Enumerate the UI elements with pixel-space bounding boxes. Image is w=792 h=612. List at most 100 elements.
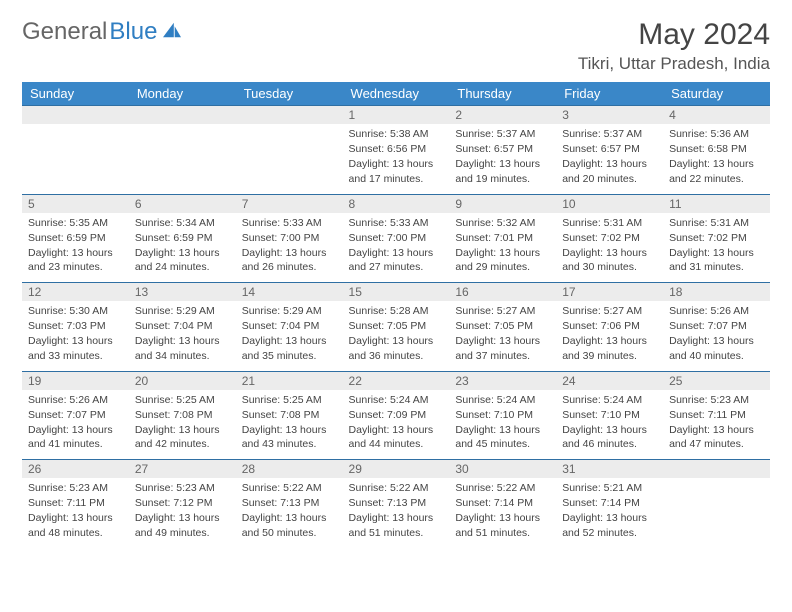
header: GeneralBlue May 2024 Tikri, Uttar Prades… [22, 18, 770, 74]
sunset-text: Sunset: 7:00 PM [349, 231, 444, 245]
sunset-text: Sunset: 7:05 PM [455, 319, 550, 333]
daylight-text: Daylight: 13 hours and 19 minutes. [455, 157, 550, 185]
day-body-cell: Sunrise: 5:33 AMSunset: 7:00 PMDaylight:… [343, 213, 450, 283]
sunset-text: Sunset: 6:58 PM [669, 142, 764, 156]
day-body-row: Sunrise: 5:26 AMSunset: 7:07 PM Daylight:… [22, 390, 770, 460]
day-body-cell: Sunrise: 5:36 AMSunset: 6:58 PMDaylight:… [663, 124, 770, 194]
day-number-cell: 21 [236, 371, 343, 390]
day-number-cell: 28 [236, 460, 343, 479]
day-number-cell: 24 [556, 371, 663, 390]
day-number-cell: 5 [22, 194, 129, 213]
sunrise-text: Sunrise: 5:33 AM [242, 216, 337, 230]
day-body-cell: Sunrise: 5:37 AMSunset: 6:57 PMDaylight:… [449, 124, 556, 194]
sunset-text: Sunset: 7:06 PM [562, 319, 657, 333]
sunrise-text: Sunrise: 5:38 AM [349, 127, 444, 141]
day-number-row: 19202122232425 [22, 371, 770, 390]
sunset-text: Sunset: 7:11 PM [669, 408, 764, 422]
sunrise-text: Sunrise: 5:25 AM [135, 393, 230, 407]
sunrise-text: Sunrise: 5:29 AM [242, 304, 337, 318]
weekday-header: Monday [129, 82, 236, 106]
weekday-header: Tuesday [236, 82, 343, 106]
sunset-text: Sunset: 6:57 PM [455, 142, 550, 156]
day-number-cell: 29 [343, 460, 450, 479]
day-body-cell: Sunrise: 5:33 AMSunset: 7:00 PMDaylight:… [236, 213, 343, 283]
weekday-header: Friday [556, 82, 663, 106]
brand-gray: General [22, 18, 107, 46]
sunrise-text: Sunrise: 5:31 AM [562, 216, 657, 230]
daylight-text: Daylight: 13 hours and 24 minutes. [135, 246, 230, 274]
sunrise-text: Sunrise: 5:26 AM [28, 393, 123, 407]
day-body-cell: Sunrise: 5:29 AMSunset: 7:04 PMDaylight:… [129, 301, 236, 371]
sunset-text: Sunset: 7:00 PM [242, 231, 337, 245]
day-number-cell [129, 106, 236, 125]
day-body-cell [663, 478, 770, 548]
sunset-text: Sunset: 6:59 PM [28, 231, 123, 245]
sunset-text: Sunset: 7:10 PM [562, 408, 657, 422]
day-body-cell [236, 124, 343, 194]
sunset-text: Sunset: 7:02 PM [669, 231, 764, 245]
calendar-table: SundayMondayTuesdayWednesdayThursdayFrid… [22, 82, 770, 548]
day-body-row: Sunrise: 5:35 AMSunset: 6:59 PMDaylight:… [22, 213, 770, 283]
day-number-cell: 27 [129, 460, 236, 479]
day-body-cell: Sunrise: 5:28 AMSunset: 7:05 PMDaylight:… [343, 301, 450, 371]
sunrise-text: Sunrise: 5:24 AM [349, 393, 444, 407]
day-body-cell [129, 124, 236, 194]
sail-icon [161, 21, 183, 39]
sunset-text: Sunset: 7:12 PM [135, 496, 230, 510]
sunrise-text: Sunrise: 5:23 AM [135, 481, 230, 495]
daylight-text: Daylight: 13 hours and 48 minutes. [28, 511, 123, 539]
day-body-cell [22, 124, 129, 194]
sunrise-text: Sunrise: 5:23 AM [28, 481, 123, 495]
daylight-text: Daylight: 13 hours and 22 minutes. [669, 157, 764, 185]
weekday-header: Sunday [22, 82, 129, 106]
sunrise-text: Sunrise: 5:32 AM [455, 216, 550, 230]
sunset-text: Sunset: 7:07 PM [669, 319, 764, 333]
day-number-cell: 17 [556, 283, 663, 302]
daylight-text: Daylight: 13 hours and 45 minutes. [455, 423, 550, 451]
daylight-text: Daylight: 13 hours and 31 minutes. [669, 246, 764, 274]
weekday-header: Thursday [449, 82, 556, 106]
sunset-text: Sunset: 7:14 PM [562, 496, 657, 510]
sunrise-text: Sunrise: 5:36 AM [669, 127, 764, 141]
daylight-text: Daylight: 13 hours and 23 minutes. [28, 246, 123, 274]
sunset-text: Sunset: 6:56 PM [349, 142, 444, 156]
logo: GeneralBlue [22, 18, 183, 46]
brand-blue: Blue [109, 18, 157, 46]
day-body-cell: Sunrise: 5:23 AMSunset: 7:11 PMDaylight:… [663, 390, 770, 460]
sunset-text: Sunset: 7:14 PM [455, 496, 550, 510]
day-number-cell: 16 [449, 283, 556, 302]
sunset-text: Sunset: 7:07 PM [28, 408, 123, 422]
daylight-text: Daylight: 13 hours and 46 minutes. [562, 423, 657, 451]
day-number-cell: 15 [343, 283, 450, 302]
day-number-cell [22, 106, 129, 125]
sunset-text: Sunset: 7:09 PM [349, 408, 444, 422]
daylight-text: Daylight: 13 hours and 50 minutes. [242, 511, 337, 539]
daylight-text: Daylight: 13 hours and 37 minutes. [455, 334, 550, 362]
sunrise-text: Sunrise: 5:24 AM [562, 393, 657, 407]
day-number-cell [236, 106, 343, 125]
day-number-cell: 12 [22, 283, 129, 302]
title-block: May 2024 Tikri, Uttar Pradesh, India [578, 18, 770, 74]
day-body-cell: Sunrise: 5:25 AMSunset: 7:08 PMDaylight:… [129, 390, 236, 460]
sunset-text: Sunset: 7:08 PM [135, 408, 230, 422]
day-body-cell: Sunrise: 5:29 AMSunset: 7:04 PMDaylight:… [236, 301, 343, 371]
sunrise-text: Sunrise: 5:27 AM [455, 304, 550, 318]
sunrise-text: Sunrise: 5:21 AM [562, 481, 657, 495]
day-body-cell: Sunrise: 5:22 AMSunset: 7:13 PMDaylight:… [236, 478, 343, 548]
day-number-cell: 20 [129, 371, 236, 390]
daylight-text: Daylight: 13 hours and 34 minutes. [135, 334, 230, 362]
sunrise-text: Sunrise: 5:33 AM [349, 216, 444, 230]
sunset-text: Sunset: 7:08 PM [242, 408, 337, 422]
sunset-text: Sunset: 6:59 PM [135, 231, 230, 245]
day-body-cell: Sunrise: 5:27 AMSunset: 7:06 PMDaylight:… [556, 301, 663, 371]
day-body-row: Sunrise: 5:38 AMSunset: 6:56 PM Daylight:… [22, 124, 770, 194]
sunrise-text: Sunrise: 5:35 AM [28, 216, 123, 230]
day-number-cell: 4 [663, 106, 770, 125]
month-title: May 2024 [578, 18, 770, 52]
day-number-cell: 10 [556, 194, 663, 213]
sunrise-text: Sunrise: 5:37 AM [562, 127, 657, 141]
day-body-cell: Sunrise: 5:22 AMSunset: 7:13 PMDaylight:… [343, 478, 450, 548]
sunset-text: Sunset: 7:03 PM [28, 319, 123, 333]
daylight-text: Daylight: 13 hours and 51 minutes. [455, 511, 550, 539]
day-body-cell: Sunrise: 5:23 AMSunset: 7:11 PMDaylight:… [22, 478, 129, 548]
